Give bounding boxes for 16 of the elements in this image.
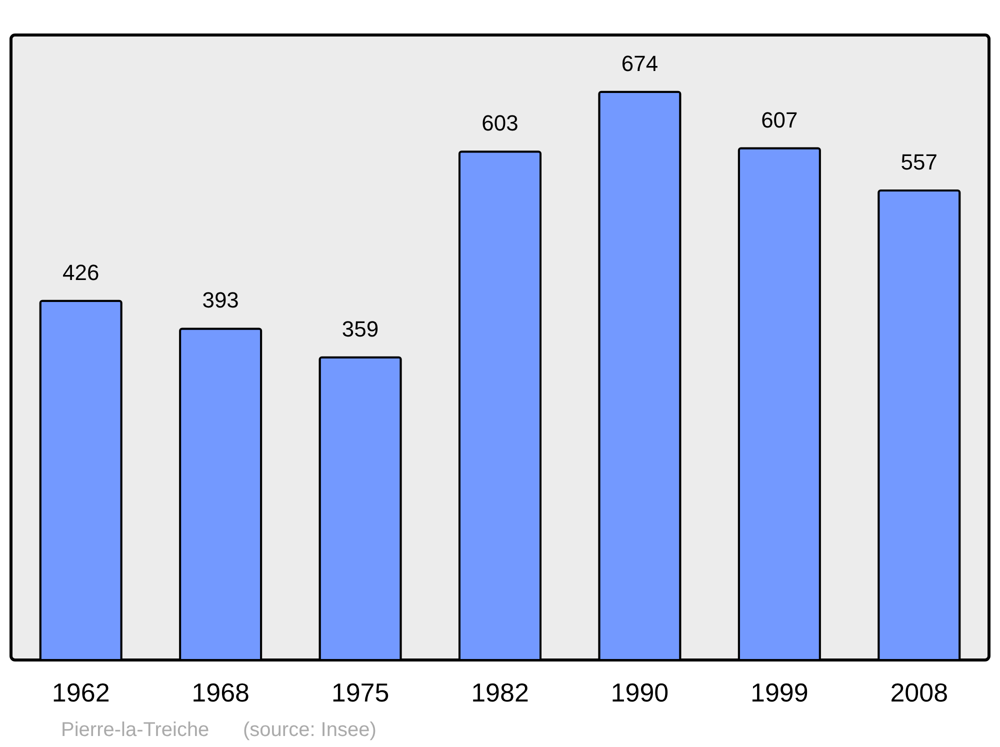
data-label: 393 — [202, 288, 239, 313]
x-tick-label: 1999 — [750, 678, 808, 708]
x-tick-label: 1990 — [610, 678, 669, 708]
data-label: 426 — [62, 260, 100, 285]
x-tick-label: 2008 — [890, 678, 948, 708]
data-label: 674 — [621, 50, 658, 76]
data-label: 607 — [761, 107, 798, 132]
data-label: 359 — [342, 316, 379, 342]
x-tick-label: 1962 — [52, 678, 110, 708]
x-tick-label: 1982 — [471, 678, 529, 708]
text: (source: Insee) — [243, 719, 376, 741]
data-label: 603 — [482, 110, 518, 136]
text: Pierre-la-Treiche — [61, 719, 210, 741]
x-tick-label: 1968 — [192, 678, 250, 708]
x-tick-label: 1975 — [331, 678, 390, 708]
data-label: 557 — [900, 149, 938, 174]
